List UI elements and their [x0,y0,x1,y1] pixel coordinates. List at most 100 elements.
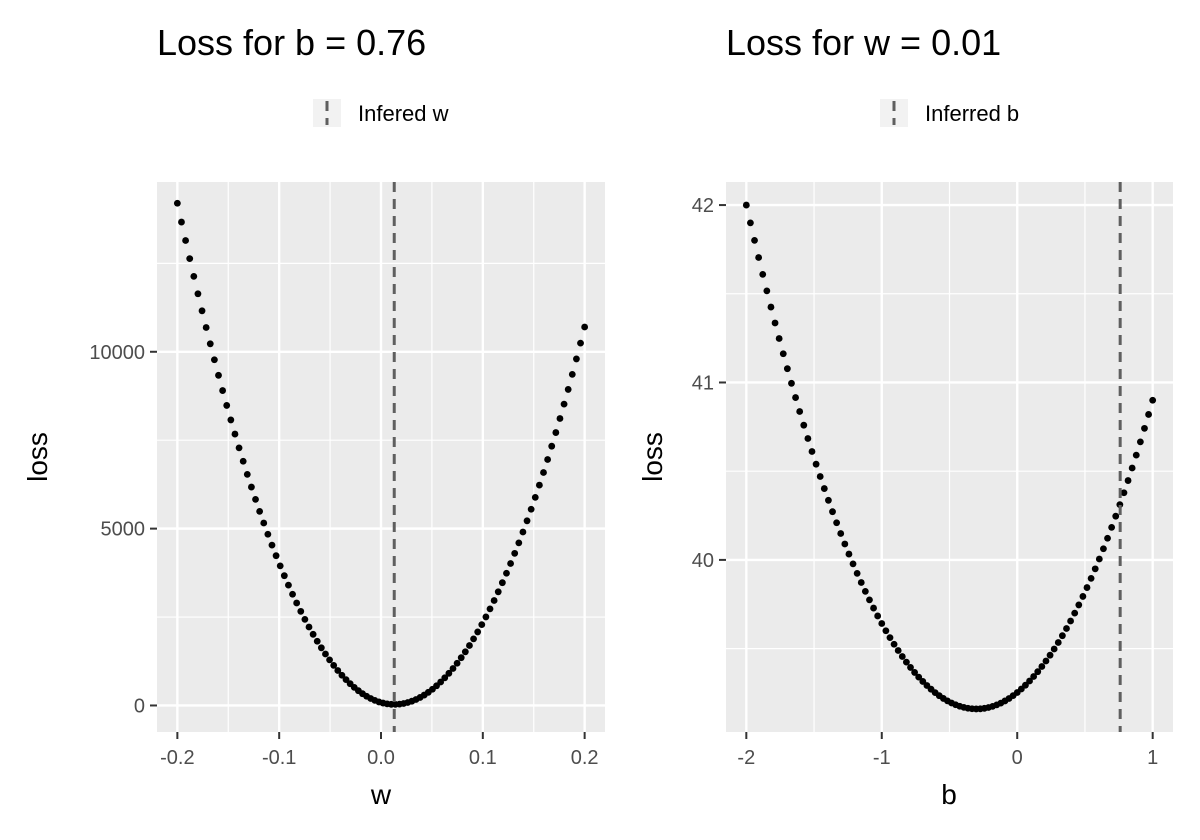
data-point [519,528,527,536]
data-point [833,519,841,527]
data-point [1026,677,1033,685]
data-point [544,456,552,463]
data-point [808,448,816,455]
data-point [829,508,836,516]
data-point [878,620,886,627]
data-point [849,560,857,568]
data-point [478,621,486,629]
data-point [210,356,218,364]
data-point [800,421,808,429]
data-point [527,505,535,513]
data-point [280,572,288,580]
data-point [1038,663,1046,670]
data-point [812,460,820,468]
data-point [771,319,779,327]
legend: Infered w [313,99,449,127]
data-point [194,290,202,298]
data-point [338,671,346,679]
data-point [861,587,869,595]
data-point [276,562,284,570]
data-point [556,415,564,422]
data-point [248,483,255,491]
x-tick-label: 0.2 [571,747,599,769]
data-point [289,590,296,598]
data-point [494,588,502,596]
data-point [330,661,338,669]
data-point [890,640,898,648]
data-point [445,669,453,677]
data-point [297,607,305,615]
data-point [1149,396,1157,404]
y-tick-label: 0 [134,695,145,717]
data-point [511,549,519,557]
data-point [1071,609,1079,617]
legend: Inferred b [880,99,1019,127]
data-point [235,444,243,452]
data-point [747,219,754,227]
data-point [568,370,576,378]
data-point [470,635,477,643]
data-point [886,634,894,642]
data-point [461,648,469,656]
legend-label: Infered w [358,101,449,126]
data-point [874,612,882,620]
plot-area: -2 -1 0 1 40 41 42 [692,182,1173,769]
data-point [498,579,506,587]
data-point [820,485,828,492]
data-point [252,495,259,503]
data-point [1128,464,1136,472]
data-point [788,379,795,387]
data-point [466,642,473,649]
data-point [490,597,498,604]
data-point [816,473,824,480]
data-point [223,402,231,409]
data-point [198,307,206,315]
y-tick-label: 41 [692,372,714,394]
data-point [173,199,181,207]
data-point [837,530,845,537]
data-point [560,400,568,408]
data-point [457,654,465,662]
data-point [792,394,799,401]
data-point [301,615,309,623]
x-tick-label: 0.1 [469,747,497,769]
data-point [309,630,317,638]
x-axis-title: w [370,779,392,810]
data-point [1108,523,1116,531]
data-point [482,613,490,621]
data-point [1067,617,1074,625]
data-point [1063,625,1070,632]
data-point [882,627,890,635]
y-tick-label: 5000 [101,519,146,541]
x-tick-label: 0.0 [367,747,395,769]
data-point [1112,512,1120,520]
data-point [256,507,264,515]
data-point [515,539,523,547]
data-point [219,387,227,394]
data-point [1145,411,1152,418]
data-point [763,287,771,295]
data-point [857,579,865,586]
data-point [1104,534,1111,542]
data-point [1091,565,1099,573]
data-point [898,653,906,660]
data-point [552,429,560,436]
data-point [182,237,189,244]
x-tick-label: 1 [1147,747,1158,769]
data-point [1054,639,1062,646]
data-point [1124,477,1132,484]
y-tick-label: 10000 [89,342,145,364]
data-point [540,469,547,476]
data-point [215,371,222,379]
legend-label: Inferred b [925,101,1019,126]
data-point [268,541,276,549]
data-point [326,656,333,664]
data-point [453,659,461,667]
data-point [1100,545,1107,553]
data-point [190,272,198,280]
data-point [548,442,556,450]
data-point [272,552,280,560]
data-point [334,667,342,674]
data-point [507,560,514,567]
